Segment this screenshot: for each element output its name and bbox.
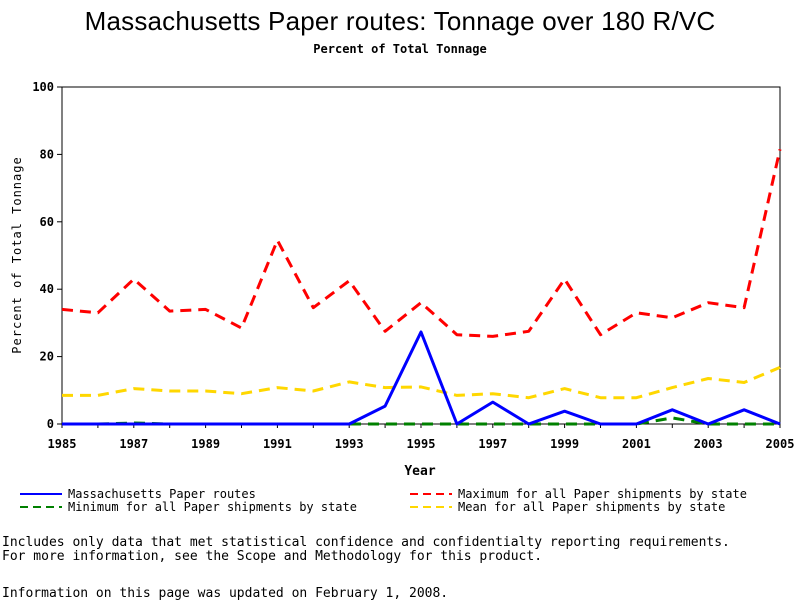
chart-title: Massachusetts Paper routes: Tonnage over… (84, 6, 716, 36)
y-tick-label: 0 (47, 417, 54, 431)
legend: Massachusetts Paper routes Maximum for al… (20, 487, 747, 514)
legend-label: Mean for all Paper shipments by state (458, 500, 725, 514)
series-line-2 (61, 148, 782, 338)
x-tick-label: 2003 (694, 437, 723, 451)
line-chart: 0 20 40 60 80 100 1985 1987 1989 1991 1993 1995 199… (10, 80, 795, 514)
x-tick-label: 1995 (407, 437, 436, 451)
x-tick-label: 1989 (191, 437, 220, 451)
y-tick-label: 40 (40, 282, 54, 296)
series-line-4 (62, 366, 781, 400)
x-axis-label: Year (404, 464, 435, 479)
footnote-line-1: Includes only data that met statistical … (2, 535, 730, 550)
legend-label: Massachusetts Paper routes (68, 487, 256, 501)
footnote: Includes only data that met statistical … (2, 536, 730, 564)
x-tick-label: 1997 (478, 437, 507, 451)
y-axis-label: Percent of Total Tonnage (10, 156, 24, 353)
x-tick-label: 2001 (622, 437, 651, 451)
y-tick-label: 20 (40, 350, 54, 364)
legend-label: Minimum for all Paper shipments by state (68, 500, 357, 514)
y-tick-label: 80 (40, 147, 54, 161)
x-tick-label: 1991 (263, 437, 292, 451)
updated-note: Information on this page was updated on … (2, 586, 449, 601)
y-tick-label: 60 (40, 215, 54, 229)
series-line-3 (62, 416, 780, 426)
x-tick-label: 1987 (119, 437, 148, 451)
chart-subtitle: Percent of Total Tonnage (313, 42, 487, 56)
x-tick-label: 1999 (550, 437, 579, 451)
footnote-line-2: For more information, see the Scope and … (2, 549, 543, 564)
x-tick-label: 1993 (335, 437, 364, 451)
x-tick-label: 1985 (48, 437, 77, 451)
series-line-1 (62, 330, 781, 426)
y-tick-label: 100 (32, 80, 54, 94)
plot-area (61, 86, 781, 425)
x-tick-label: 2005 (766, 437, 795, 451)
legend-label: Maximum for all Paper shipments by state (458, 487, 747, 501)
